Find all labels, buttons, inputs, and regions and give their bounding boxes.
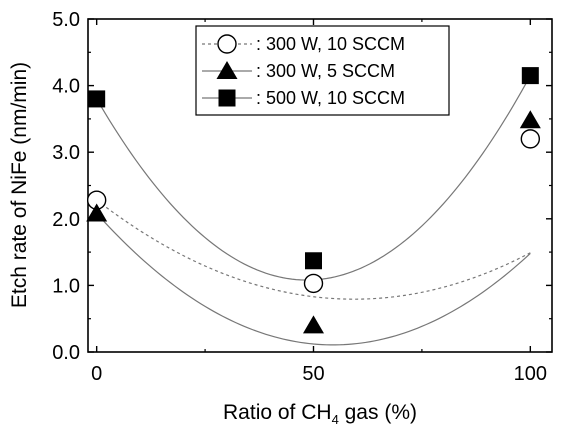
data-markers [86, 67, 541, 334]
legend-label: : 500 W, 10 SCCM [256, 88, 405, 108]
fit-curve [96, 213, 531, 346]
y-tick-label: 3.0 [52, 142, 80, 164]
y-tick-label: 4.0 [52, 76, 80, 98]
data-point [86, 203, 108, 222]
x-axis-title-subscript: 4 [332, 412, 339, 427]
legend-marker [218, 89, 236, 107]
fit-curves [96, 75, 531, 346]
x-axis-title-prefix: Ratio of CH [223, 401, 332, 424]
data-point [521, 67, 539, 85]
data-point [303, 273, 324, 294]
x-tick-label: 100 [514, 363, 547, 385]
fit-curve [96, 199, 531, 300]
legend-label: : 300 W, 10 SCCM [256, 34, 405, 54]
x-axis-title-suffix: gas (%) [339, 401, 417, 424]
legend-label: : 300 W, 5 SCCM [256, 61, 395, 81]
legend-box [195, 25, 450, 116]
data-point [519, 110, 541, 129]
legend-marker [217, 34, 237, 54]
legend: : 300 W, 10 SCCM : 300 W, 5 SCCM : 500 W, … [195, 25, 450, 116]
y-tick-label: 0.0 [52, 342, 80, 364]
legend-marker [216, 61, 238, 79]
y-tick-label: 5.0 [52, 9, 80, 31]
x-axis-title: Ratio of CH4 gas (%) [223, 401, 417, 427]
data-point [302, 315, 324, 334]
y-axis-title: Etch rate of NiFe (nm/min) [8, 62, 31, 308]
y-tick-label: 2.0 [52, 209, 80, 231]
axis-ticks: 0.0 1.0 2.0 3.0 4.0 5.0 0 50 100 [52, 9, 552, 385]
x-tick-label: 0 [91, 363, 102, 385]
data-point [520, 129, 541, 149]
x-tick-label: 50 [302, 363, 324, 385]
data-point [88, 90, 106, 108]
data-point [304, 252, 322, 270]
y-tick-label: 1.0 [52, 275, 80, 297]
